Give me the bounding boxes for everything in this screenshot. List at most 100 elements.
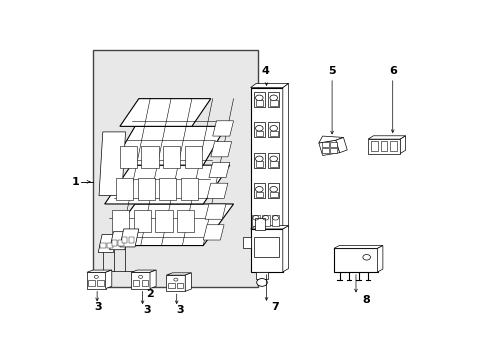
Bar (380, 141, 386, 151)
Bar (254, 237, 279, 257)
Polygon shape (203, 225, 224, 240)
Text: 6: 6 (388, 66, 396, 76)
Polygon shape (250, 84, 288, 87)
Text: 1: 1 (71, 177, 79, 187)
Polygon shape (150, 270, 156, 288)
Text: 3: 3 (176, 305, 184, 315)
Bar (389, 141, 396, 151)
Bar (177, 283, 183, 288)
Polygon shape (377, 246, 382, 272)
Bar (107, 243, 112, 248)
Bar (370, 141, 377, 151)
Bar (128, 237, 134, 243)
Polygon shape (105, 270, 112, 288)
Bar (252, 215, 259, 226)
Bar (255, 100, 263, 105)
Bar (120, 146, 137, 168)
Bar (367, 139, 400, 153)
Bar (116, 177, 133, 200)
Bar (253, 122, 264, 138)
Bar (250, 229, 282, 272)
Bar (255, 192, 263, 197)
Bar (177, 210, 194, 232)
Polygon shape (131, 272, 150, 288)
Bar (100, 243, 105, 248)
Polygon shape (318, 136, 343, 143)
Polygon shape (206, 183, 227, 198)
Bar (141, 146, 158, 168)
Polygon shape (212, 121, 233, 136)
Bar (159, 177, 176, 200)
Bar (321, 142, 328, 147)
Bar (329, 142, 336, 147)
Bar (255, 131, 263, 136)
Bar (168, 283, 174, 288)
Text: 3: 3 (94, 302, 102, 312)
Bar (250, 87, 282, 232)
Polygon shape (205, 204, 225, 219)
Polygon shape (166, 273, 191, 275)
Bar (255, 161, 263, 167)
Polygon shape (256, 272, 267, 279)
Bar (112, 210, 129, 232)
Polygon shape (120, 99, 210, 126)
Polygon shape (367, 136, 405, 139)
Bar (271, 215, 279, 226)
Bar (134, 210, 151, 232)
Polygon shape (185, 273, 191, 291)
Text: 7: 7 (271, 302, 279, 312)
Polygon shape (318, 140, 339, 156)
Polygon shape (335, 138, 346, 153)
Text: 8: 8 (362, 294, 369, 305)
Bar (267, 183, 279, 198)
Bar (253, 92, 264, 107)
Bar (253, 183, 264, 198)
Bar (262, 215, 269, 226)
Polygon shape (166, 275, 185, 291)
Text: 3: 3 (143, 305, 151, 315)
Bar (163, 146, 180, 168)
Bar (255, 218, 264, 230)
Bar (329, 148, 336, 153)
Text: 4: 4 (261, 66, 269, 76)
Polygon shape (400, 136, 405, 153)
Polygon shape (99, 132, 125, 195)
Bar (155, 210, 172, 232)
Polygon shape (87, 272, 105, 288)
Polygon shape (104, 204, 233, 246)
Polygon shape (109, 232, 128, 250)
Bar (132, 280, 139, 285)
Bar (138, 177, 154, 200)
Bar (181, 177, 198, 200)
Bar (122, 237, 127, 243)
Polygon shape (333, 246, 382, 248)
Circle shape (256, 279, 267, 286)
Polygon shape (210, 141, 231, 157)
Text: 2: 2 (146, 289, 154, 299)
Polygon shape (120, 229, 139, 247)
Bar (184, 146, 202, 168)
Polygon shape (87, 270, 112, 272)
Polygon shape (282, 226, 288, 272)
Bar (93, 50, 258, 287)
Bar (269, 131, 277, 136)
Bar (269, 161, 277, 167)
Bar (267, 122, 279, 138)
Bar (88, 280, 95, 285)
Bar (253, 153, 264, 168)
Bar (267, 92, 279, 107)
Bar (269, 192, 277, 197)
Bar (333, 248, 377, 272)
Polygon shape (112, 126, 225, 165)
Bar (267, 153, 279, 168)
Polygon shape (131, 270, 156, 272)
Polygon shape (208, 162, 229, 177)
Polygon shape (104, 165, 229, 204)
Polygon shape (282, 84, 288, 232)
Polygon shape (250, 226, 288, 229)
Text: 5: 5 (327, 66, 335, 76)
Bar (118, 240, 124, 246)
Bar (97, 280, 103, 285)
Bar (111, 240, 117, 246)
Bar (321, 148, 328, 153)
